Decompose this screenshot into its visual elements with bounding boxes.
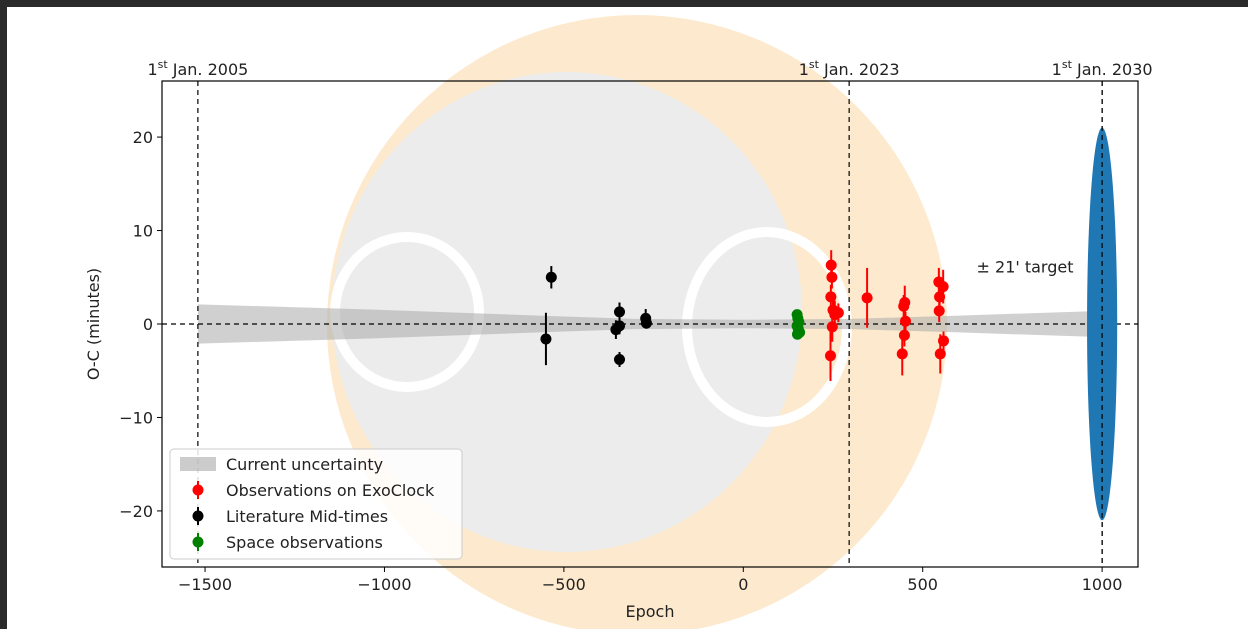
point-s0-p1	[826, 271, 838, 283]
legend-entry-3: Space observations	[226, 533, 383, 552]
legend-swatch-3	[192, 536, 204, 548]
y-axis-label: O-C (minutes)	[84, 268, 103, 380]
point-s1-p2	[614, 306, 625, 318]
y-tick-label-4: −20	[119, 502, 153, 521]
x-tick-label-0: −1500	[178, 575, 232, 594]
point-s0-p2	[825, 291, 837, 303]
chart-frame: 1st Jan. 2005 1st Jan. 2023 1st Jan. 2030 ±…	[7, 7, 1248, 629]
legend-box	[169, 448, 463, 560]
legend-swatch-0	[180, 457, 216, 471]
x-tick-label-5: 1000	[1082, 575, 1123, 594]
legend-entry-1: Observations on ExoClock	[226, 481, 435, 500]
point-s2-p6	[791, 328, 803, 340]
point-s1-p1	[540, 333, 552, 345]
legend-entry-0: Current uncertainty	[226, 455, 383, 474]
x-tick-label-1: −1000	[357, 575, 411, 594]
point-s0-p17	[933, 305, 945, 317]
y-tick-label-3: −10	[119, 408, 153, 427]
legend-swatch-2	[192, 510, 204, 522]
date-marker-label-0: 1st Jan. 2005	[147, 58, 248, 79]
x-axis-label: Epoch	[626, 602, 675, 621]
point-s0-p16	[934, 291, 946, 303]
point-s1-p7	[640, 317, 652, 329]
y-tick-label-2: 0	[143, 315, 153, 334]
x-tick-label-4: 500	[907, 575, 938, 594]
date-marker-label-2: 1st Jan. 2030	[1052, 58, 1153, 79]
point-s0-p19	[934, 348, 946, 360]
date-marker-label-1: 1st Jan. 2023	[799, 58, 900, 79]
point-s0-p13	[896, 348, 908, 360]
point-s0-p8	[861, 292, 873, 304]
watermark-grey-disc	[332, 72, 802, 552]
point-s0-p5	[832, 307, 844, 319]
point-s0-p6	[826, 321, 838, 333]
target-annotation: ± 21' target	[977, 258, 1074, 277]
point-s1-p0	[545, 271, 557, 283]
point-s0-p11	[899, 315, 911, 327]
point-s1-p4	[610, 324, 622, 336]
x-tick-label-2: −500	[542, 575, 586, 594]
legend-entry-2: Literature Mid-times	[226, 507, 388, 526]
legend-swatch-1	[192, 484, 204, 496]
point-s0-p12	[898, 329, 910, 341]
x-tick-label-3: 0	[738, 575, 748, 594]
point-s1-p5	[614, 354, 625, 366]
oc-chart: 1st Jan. 2005 1st Jan. 2023 1st Jan. 2030 ±…	[84, 15, 1153, 629]
point-s0-p10	[898, 300, 910, 312]
point-s0-p0	[825, 259, 837, 271]
y-tick-label-1: 10	[133, 222, 153, 241]
point-s0-p7	[824, 350, 836, 362]
y-tick-label-0: 20	[133, 128, 153, 147]
